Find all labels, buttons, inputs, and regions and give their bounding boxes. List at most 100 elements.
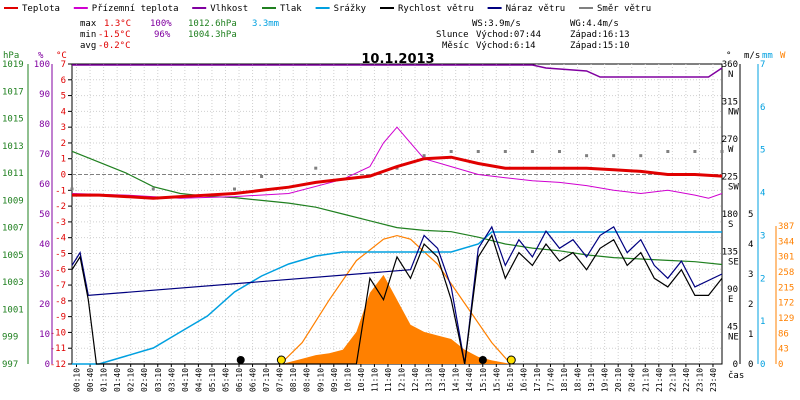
tick-label-time: 16:10 — [506, 368, 515, 392]
legend-item-6: Náraz větru — [506, 4, 566, 14]
tick-label-direction: 270 — [722, 135, 738, 145]
tick-label-direction: 135 — [722, 248, 738, 258]
tick-label-time: 11:40 — [384, 368, 393, 392]
axis-units: hPa % °C ° m/s mm W čas — [3, 51, 786, 381]
tick-label-temp: -1 — [55, 186, 66, 196]
tick-label-time: 12:10 — [398, 368, 407, 392]
wind-direction-point — [70, 187, 74, 191]
tick-label-time: 06:10 — [235, 368, 244, 392]
legend-item-7: Směr větru — [597, 4, 651, 14]
tick-label-humidity: 90 — [39, 90, 50, 100]
legend-item-5: Rychlost větru — [398, 4, 474, 14]
tick-label-humidity: 30 — [39, 270, 50, 280]
plot-area: 76543210-1-2-3-4-5-6-7-8-9-10-11-1200:10… — [2, 60, 794, 392]
tick-label-time: 21:40 — [655, 368, 664, 392]
unit-deg: ° — [726, 51, 731, 61]
tick-label-temp: 7 — [61, 60, 66, 70]
stat-min-label: min — [80, 30, 96, 40]
tick-label-time: 04:40 — [194, 368, 203, 392]
tick-label-time: 20:10 — [614, 368, 623, 392]
tick-label-wind: 0 — [760, 360, 765, 370]
tick-label-rain: 0 — [748, 360, 753, 370]
tick-label-compass: NE — [728, 333, 739, 343]
tick-label-time: 05:10 — [208, 368, 217, 392]
legend-item-0: Teplota — [22, 4, 60, 14]
tick-label-pressure: 1001 — [2, 305, 24, 315]
pressure-line — [71, 150, 723, 266]
wind-direction-point — [530, 150, 534, 153]
tick-label-temp: 0 — [61, 171, 66, 181]
tick-label-pressure: 999 — [2, 333, 18, 343]
wind-direction-point — [612, 154, 616, 158]
tick-label-time: 02:40 — [140, 368, 149, 392]
tick-label-wind: 7 — [760, 60, 765, 70]
stat-max-temp: 1.3°C — [104, 19, 131, 29]
wind-gust-info: WG:4.4m/s — [570, 19, 619, 29]
tick-label-time: 08:40 — [303, 368, 312, 392]
tick-label-rain: 1 — [748, 330, 753, 340]
tick-label-temp: -8 — [55, 297, 66, 307]
legend: Teplota Přízemní teplota Vlhkost Tlak Srážky… — [4, 4, 651, 14]
wind-direction-point — [233, 187, 236, 191]
stat-avg-temp: -0.2°C — [98, 41, 131, 51]
moon-rise: Východ:6:14 — [476, 41, 536, 51]
tick-label-time: 01:10 — [100, 368, 109, 392]
tick-label-time: 21:10 — [641, 368, 650, 392]
tick-label-time: 16:40 — [519, 368, 528, 392]
stat-max-press: 1012.6hPa — [188, 19, 237, 29]
tick-label-time: 22:40 — [682, 368, 691, 392]
legend-item-4: Srážky — [334, 4, 367, 14]
moon-set: Západ:15:10 — [570, 41, 630, 51]
tick-label-time: 22:10 — [668, 368, 677, 392]
tick-label-pressure: 1011 — [2, 169, 24, 179]
stat-max-rain: 3.3mm — [252, 19, 279, 29]
solar-area — [280, 274, 511, 364]
tick-label-wind: 2 — [760, 274, 765, 284]
wind-direction-point — [639, 154, 643, 158]
tick-label-wind: 3 — [760, 231, 765, 241]
wind-direction-point — [422, 154, 426, 158]
tick-label-wind: 1 — [760, 317, 765, 327]
tick-label-compass: N — [728, 70, 733, 80]
tick-label-pressure: 997 — [2, 360, 18, 370]
tick-label-solar: 258 — [778, 268, 794, 278]
tick-label-solar: 0 — [778, 360, 783, 370]
wind-speed-line — [71, 233, 723, 365]
tick-label-solar: 344 — [778, 237, 794, 247]
tick-label-rain: 2 — [748, 300, 753, 310]
tick-label-humidity: 40 — [39, 240, 50, 250]
tick-label-temp: -5 — [55, 249, 66, 259]
stat-min-temp: -1.5°C — [98, 30, 131, 40]
stat-min-hum: 96% — [154, 30, 171, 40]
tick-label-time: 00:40 — [86, 368, 95, 392]
tick-label-direction: 45 — [727, 323, 738, 333]
unit-hpa: hPa — [3, 51, 19, 61]
tick-label-time: 09:10 — [316, 368, 325, 392]
tick-label-solar: 301 — [778, 253, 794, 263]
tick-label-time: 08:10 — [289, 368, 298, 392]
tick-label-pressure: 1005 — [2, 251, 24, 261]
tick-label-compass: E — [728, 295, 733, 305]
tick-label-temp: -12 — [50, 360, 66, 370]
tick-label-pressure: 1017 — [2, 87, 24, 97]
tick-label-compass: SE — [728, 258, 739, 268]
tick-label-pressure: 1003 — [2, 278, 24, 288]
tick-label-temp: 4 — [61, 107, 66, 117]
x-axis-label: čas — [728, 370, 744, 381]
tick-label-solar: 129 — [778, 314, 794, 324]
tick-label-temp: -2 — [55, 202, 66, 212]
wind-direction-point — [260, 175, 264, 178]
tick-label-time: 20:40 — [628, 368, 637, 392]
tick-label-direction: 315 — [722, 98, 738, 108]
moon-label: Měsíc — [442, 41, 469, 51]
tick-label-time: 14:40 — [465, 368, 474, 392]
tick-label-humidity: 20 — [39, 300, 50, 310]
tick-label-humidity: 0 — [45, 360, 50, 370]
tick-label-temp: -11 — [50, 344, 66, 354]
unit-w: W — [780, 51, 786, 61]
tick-label-pressure: 1015 — [2, 115, 24, 125]
tick-label-compass: W — [728, 145, 734, 155]
moon-set-marker — [478, 356, 487, 364]
tick-label-humidity: 10 — [39, 330, 50, 340]
